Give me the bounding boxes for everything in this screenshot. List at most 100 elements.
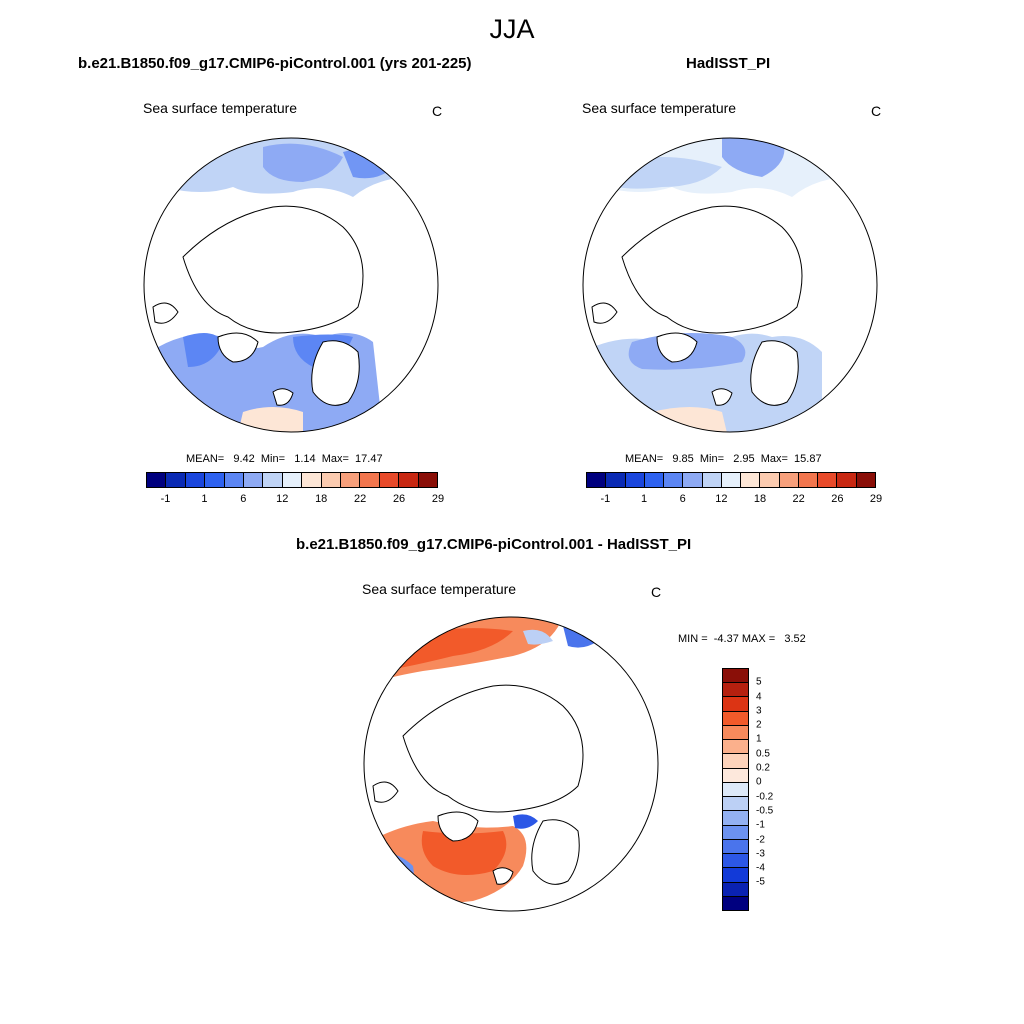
- diff-stats: MIN = -4.37 MAX = 3.52: [678, 633, 806, 645]
- colorbar-tick-label: 3: [756, 705, 762, 717]
- diff-colorbar: [722, 668, 749, 911]
- colorbar-swatch: [302, 473, 322, 487]
- colorbar-tick-label: -3: [756, 848, 765, 860]
- colorbar-tick-label: 18: [315, 493, 328, 505]
- colorbar-tick-label: -1: [756, 819, 765, 831]
- colorbar-swatch: [399, 473, 419, 487]
- colorbar-swatch: [723, 740, 748, 755]
- diff-panel-title: b.e21.B1850.f09_g17.CMIP6-piControl.001 …: [296, 536, 692, 553]
- colorbar-swatch: [664, 473, 684, 487]
- obs-units-label: C: [871, 103, 882, 119]
- colorbar-tick-label: 1: [756, 733, 762, 745]
- diff-colorbar-ticks: 5 4 3 2 1 0.5 0.2 0 -0.2 -0.5 -1 -2 -3 -4 -5: [756, 668, 796, 911]
- colorbar-swatch: [723, 768, 748, 783]
- model-variable-label: Sea surface temperature: [143, 100, 298, 116]
- colorbar-swatch: [263, 473, 283, 487]
- colorbar-swatch: [606, 473, 626, 487]
- colorbar-swatch: [205, 473, 225, 487]
- colorbar-swatch: [779, 473, 799, 487]
- colorbar-swatch: [721, 473, 742, 487]
- diff-polar-map: [363, 616, 659, 912]
- colorbar-swatch: [244, 473, 264, 487]
- colorbar-tick-label: -1: [600, 493, 611, 505]
- colorbar-swatch: [741, 473, 761, 487]
- colorbar-tick-label: 6: [679, 493, 686, 505]
- model-polar-map: [143, 137, 439, 433]
- colorbar-tick-label: 29: [431, 493, 445, 505]
- colorbar-tick-label: 4: [756, 691, 762, 703]
- colorbar-swatch: [723, 896, 748, 910]
- colorbar-swatch: [166, 473, 186, 487]
- colorbar-tick-label: 1: [201, 493, 208, 505]
- colorbar-swatch: [185, 473, 206, 487]
- colorbar-swatch: [702, 473, 722, 487]
- model-panel-title: b.e21.B1850.f09_g17.CMIP6-piControl.001 …: [78, 55, 472, 72]
- model-colorbar: [146, 472, 438, 488]
- obs-panel-title: HadISST_PI: [686, 55, 771, 72]
- colorbar-tick-label: 0.2: [756, 762, 770, 774]
- diff-units-label: C: [651, 584, 662, 600]
- colorbar-swatch: [341, 473, 361, 487]
- colorbar-swatch: [723, 782, 748, 798]
- colorbar-tick-label: 29: [869, 493, 883, 505]
- colorbar-swatch: [723, 868, 748, 883]
- colorbar-tick-label: 18: [753, 493, 767, 505]
- colorbar-swatch: [321, 473, 342, 487]
- figure-title: JJA: [489, 14, 535, 44]
- colorbar-swatch: [818, 473, 838, 487]
- colorbar-tick-label: -5: [756, 876, 765, 888]
- model-colorbar-ticks: -1 1 6 12 18 22 26 29: [146, 493, 445, 507]
- colorbar-tick-label: 12: [276, 493, 289, 505]
- colorbar-swatch: [282, 473, 303, 487]
- colorbar-swatch: [418, 473, 438, 487]
- colorbar-tick-label: -1: [160, 493, 171, 505]
- colorbar-tick-label: -2: [756, 834, 765, 846]
- model-units-label: C: [432, 103, 443, 119]
- obs-stats: MEAN= 9.85 Min= 2.95 Max= 15.87: [625, 453, 822, 465]
- colorbar-swatch: [147, 473, 167, 487]
- obs-colorbar-ticks: -1 1 6 12 18 22 26 29: [586, 493, 882, 507]
- colorbar-swatch: [683, 473, 703, 487]
- colorbar-swatch: [837, 473, 857, 487]
- colorbar-tick-label: 1: [640, 493, 648, 505]
- colorbar-swatch: [587, 473, 607, 487]
- colorbar-swatch: [224, 473, 245, 487]
- colorbar-tick-label: -0.5: [756, 805, 774, 817]
- colorbar-tick-label: 0.5: [756, 748, 770, 760]
- colorbar-tick-label: -4: [756, 862, 765, 874]
- colorbar-swatch: [723, 697, 748, 712]
- diff-variable-label: Sea surface temperature: [362, 581, 517, 597]
- colorbar-swatch: [760, 473, 780, 487]
- colorbar-swatch: [723, 839, 748, 855]
- colorbar-swatch: [625, 473, 645, 487]
- colorbar-swatch: [723, 683, 748, 698]
- obs-colorbar: [586, 472, 876, 488]
- colorbar-swatch: [798, 473, 819, 487]
- colorbar-swatch: [723, 711, 748, 726]
- colorbar-swatch: [723, 811, 748, 826]
- colorbar-swatch: [644, 473, 665, 487]
- colorbar-tick-label: 0: [756, 776, 762, 788]
- colorbar-swatch: [723, 754, 748, 769]
- colorbar-swatch: [723, 825, 748, 840]
- colorbar-swatch: [723, 669, 748, 684]
- colorbar-tick-label: 26: [831, 493, 844, 505]
- obs-polar-map: [582, 137, 878, 433]
- colorbar-swatch: [723, 882, 748, 897]
- colorbar-swatch: [723, 725, 748, 741]
- colorbar-tick-label: 22: [354, 493, 367, 505]
- colorbar-swatch: [723, 854, 748, 869]
- colorbar-swatch: [379, 473, 400, 487]
- colorbar-swatch: [360, 473, 380, 487]
- colorbar-swatch: [856, 473, 875, 487]
- colorbar-swatch: [723, 797, 748, 812]
- obs-variable-label: Sea surface temperature: [582, 100, 737, 116]
- colorbar-tick-label: 6: [240, 493, 247, 505]
- colorbar-tick-label: 22: [792, 493, 805, 505]
- colorbar-tick-label: 2: [756, 719, 762, 731]
- colorbar-tick-label: 12: [715, 493, 728, 505]
- colorbar-tick-label: 26: [392, 493, 406, 505]
- model-stats: MEAN= 9.42 Min= 1.14 Max= 17.47: [186, 453, 383, 465]
- colorbar-tick-label: 5: [756, 676, 762, 688]
- colorbar-tick-label: -0.2: [756, 791, 774, 803]
